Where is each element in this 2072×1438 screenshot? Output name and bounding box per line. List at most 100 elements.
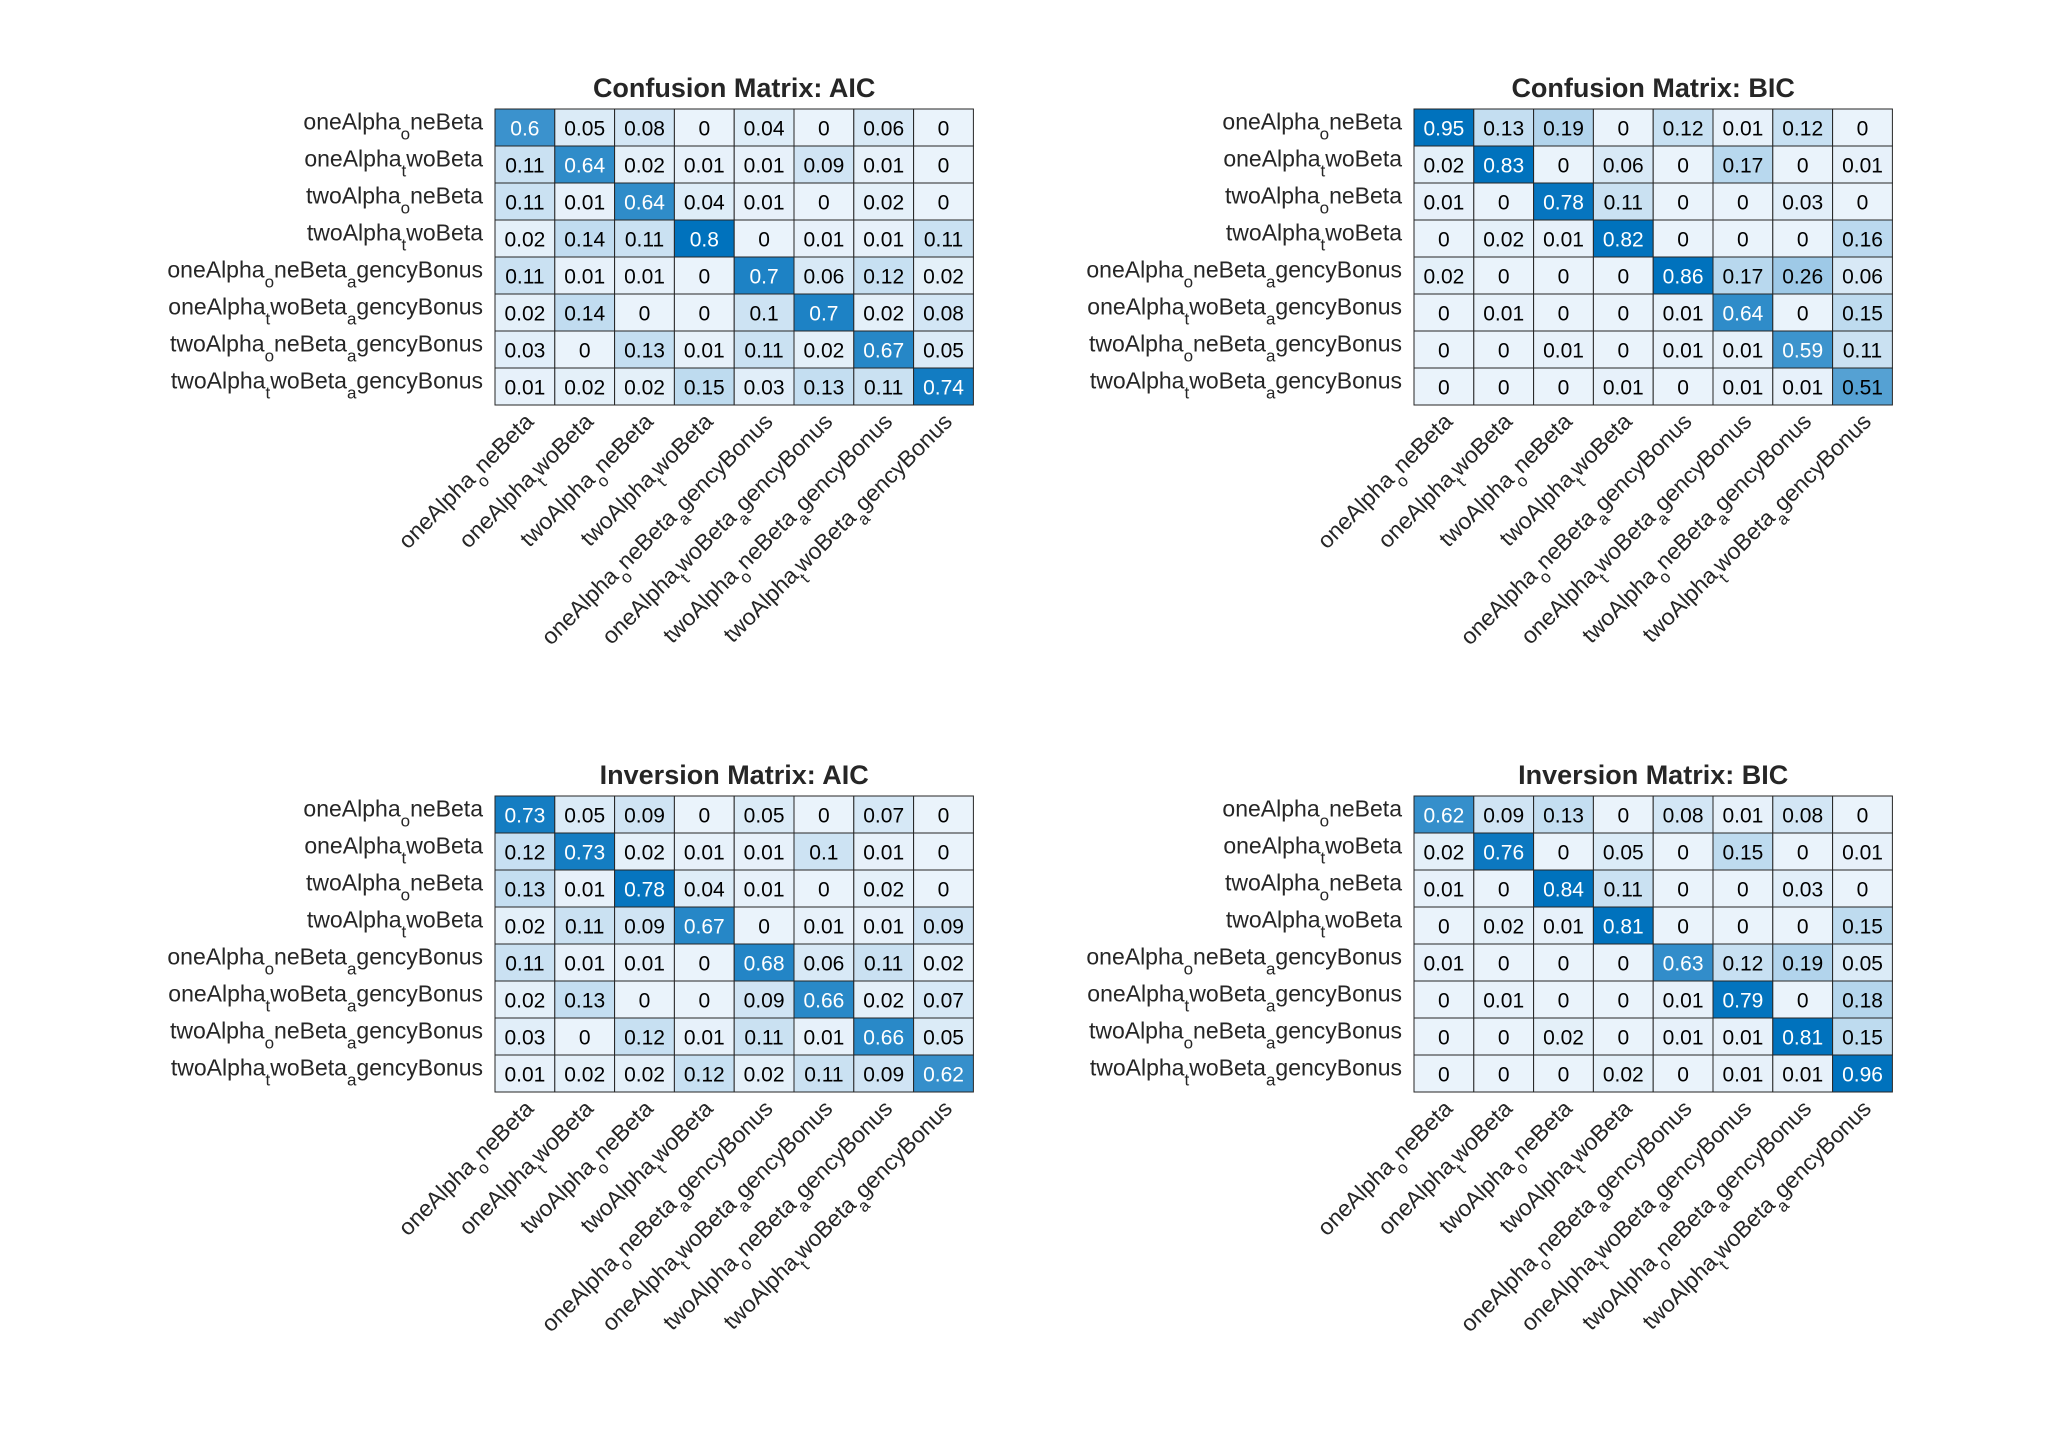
cell-value-label: 0.11 [1843, 340, 1882, 363]
cell-value-label: 0.79 [1722, 990, 1763, 1013]
heatmap-cell [733, 330, 795, 369]
cell-value-label: 0.15 [684, 377, 725, 400]
cell-value-label: 0 [1677, 192, 1689, 215]
cell-value-label: 0 [1677, 377, 1689, 400]
row-tick-label: oneAlphaoneBetaagencyBonus [167, 944, 483, 979]
heatmap-cell [494, 980, 556, 1019]
cell-value-label: 0 [698, 953, 710, 976]
cell-value-label: 0.86 [1663, 266, 1704, 289]
heatmap-cell [1533, 330, 1594, 369]
cell-value-label: 0 [1558, 155, 1570, 178]
cell-value-label: 0.01 [564, 953, 605, 976]
cell-value-label: 0.66 [863, 1027, 904, 1050]
heatmap-cell [733, 219, 795, 258]
cell-value-label: 0 [1617, 266, 1629, 289]
cell-value-label: 0.11 [505, 266, 544, 289]
cell-value-label: 0.14 [564, 303, 605, 326]
heatmap-cell [793, 980, 855, 1019]
heatmap-cell [1772, 795, 1834, 834]
cell-value-label: 0.95 [1423, 118, 1464, 141]
heatmap-cell [673, 1017, 735, 1056]
cell-value-label: 0.01 [1663, 1027, 1704, 1050]
row-tick-label: oneAlphatwoBeta [1223, 833, 1402, 868]
heatmap-cell [614, 869, 675, 908]
cell-value-label: 0.02 [863, 192, 904, 215]
cell-value-label: 0 [698, 303, 710, 326]
row-tick-label: oneAlphatwoBetaagencyBonus [168, 294, 483, 329]
heatmap-cell [1413, 219, 1475, 258]
cell-value-label: 0 [1558, 377, 1570, 400]
heatmap-cell [1652, 980, 1714, 1019]
heatmap-panel-4: Inversion Matrix: BIC 0.62 0.09 0.13 0 0.08 0.… [1086, 760, 1893, 1337]
cell-value-label: 0.26 [1782, 266, 1823, 289]
heatmap-cell [554, 145, 616, 184]
cell-value-label: 0.02 [1423, 155, 1464, 178]
cell-value-label: 0.01 [863, 916, 904, 939]
cell-value-label: 0 [1558, 842, 1570, 865]
heatmap-cell [494, 795, 556, 834]
heatmap-cell [494, 832, 556, 871]
heatmap-cell [1592, 1017, 1654, 1056]
cell-value-label: 0.09 [744, 990, 785, 1013]
cell-value-label: 0 [639, 990, 651, 1013]
cell-value-label: 0.68 [744, 953, 785, 976]
chart-title: Confusion Matrix: BIC [1511, 73, 1795, 103]
cell-value-label: 0 [1558, 953, 1570, 976]
row-tick-label: oneAlphatwoBeta [1223, 146, 1402, 181]
cell-value-label: 0.01 [863, 842, 904, 865]
cell-value-label: 0.03 [504, 1027, 545, 1050]
heatmap-cell [913, 1017, 974, 1056]
heatmap-cell [793, 943, 855, 982]
cell-value-label: 0.01 [803, 916, 844, 939]
cell-value-label: 0.02 [504, 990, 545, 1013]
cell-value-label: 0.02 [504, 229, 545, 252]
row-tick-label: twoAlphaoneBeta [1225, 183, 1402, 218]
cell-value-label: 0.62 [923, 1064, 964, 1087]
cell-value-label: 0.15 [1722, 842, 1763, 865]
cell-value-label: 0 [1857, 805, 1869, 828]
heatmap-cell [1652, 943, 1714, 982]
cell-value-label: 0 [1438, 377, 1450, 400]
heatmap-cell [614, 980, 675, 1019]
cell-value-label: 0.78 [624, 879, 665, 902]
heatmap-cell [1413, 943, 1475, 982]
cell-value-label: 0.16 [1842, 229, 1883, 252]
cell-value-label: 0 [1498, 340, 1510, 363]
heatmap-cell [1652, 256, 1714, 295]
cell-value-label: 0.51 [1842, 377, 1883, 400]
heatmap-cell [913, 330, 974, 369]
row-tick-label: oneAlphaoneBetaagencyBonus [1086, 257, 1402, 292]
heatmap-cell [793, 330, 855, 369]
cell-value-label: 0.02 [1423, 266, 1464, 289]
heatmap-cell [1832, 293, 1893, 332]
cell-value-label: 0.02 [923, 266, 964, 289]
cell-value-label: 0.03 [1782, 879, 1823, 902]
heatmap-cell [793, 145, 855, 184]
cell-value-label: 0.02 [1603, 1064, 1644, 1087]
cell-value-label: 0.67 [863, 340, 904, 363]
heatmap-cell [853, 293, 915, 332]
cell-value-label: 0.19 [1782, 953, 1823, 976]
heatmap-cell [1652, 1017, 1714, 1056]
cell-value-label: 0.05 [564, 805, 605, 828]
cell-value-label: 0.96 [1842, 1064, 1883, 1087]
cell-value-label: 0 [1677, 879, 1689, 902]
heatmap-cell [614, 795, 675, 834]
cell-value-label: 0.73 [564, 842, 605, 865]
cell-value-label: 0.03 [504, 340, 545, 363]
cell-value-label: 0.09 [1483, 805, 1524, 828]
cell-value-label: 0.64 [564, 155, 605, 178]
heatmap-cell [1413, 795, 1475, 834]
cell-value-label: 0.59 [1782, 340, 1823, 363]
cell-value-label: 0.01 [1423, 953, 1464, 976]
cell-value-label: 0.06 [1603, 155, 1644, 178]
cell-value-label: 0 [698, 118, 710, 141]
row-tick-label: twoAlphaoneBeta [306, 183, 483, 218]
heatmap-cell [1712, 906, 1774, 945]
cell-value-label: 0.09 [923, 916, 964, 939]
row-tick-label: twoAlphatwoBeta [1226, 220, 1402, 255]
heatmap-cell [1533, 182, 1594, 221]
heatmap-cell [1413, 906, 1475, 945]
heatmap-cell [494, 182, 556, 221]
cell-value-label: 0 [1438, 916, 1450, 939]
